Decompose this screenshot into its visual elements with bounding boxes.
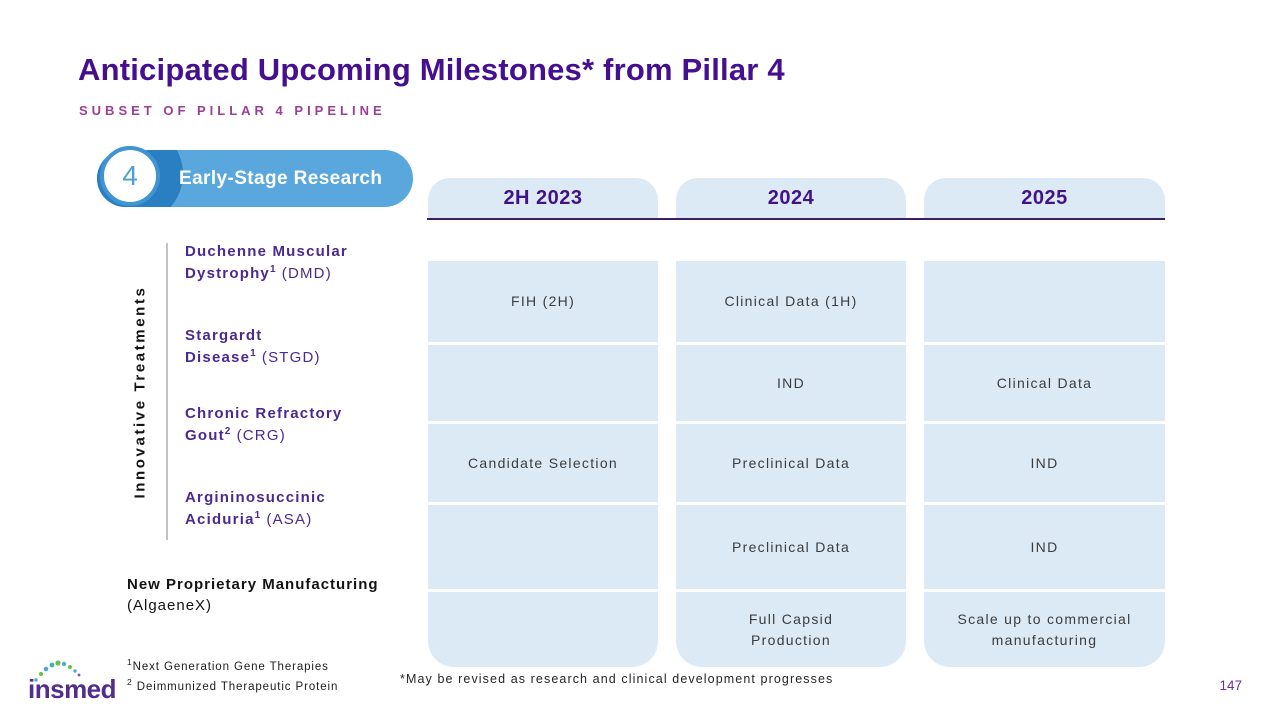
column-header: 2H 2023 <box>428 178 658 218</box>
header-rule <box>427 218 1165 220</box>
insmed-logo: insmed <box>26 656 122 709</box>
table-cell: Preclinical Data <box>676 424 906 502</box>
table-cell: Candidate Selection <box>428 424 658 502</box>
column-2024: 2024 Clinical Data (1H) IND Preclinical … <box>676 178 906 667</box>
pillar-number-circle: 4 <box>100 146 160 206</box>
row-label-crg: Chronic Refractory Gout2 (CRG) <box>185 404 397 446</box>
footnote-marker: 1 <box>254 509 262 521</box>
category-divider-line <box>166 243 168 540</box>
row-name: Stargardt Disease <box>185 327 263 366</box>
pillar-badge: Early-Stage Research 4 <box>97 146 413 208</box>
table-cell: IND <box>676 345 906 421</box>
table-cell: FIH (2H) <box>428 261 658 342</box>
row-abbr: (CRG) <box>236 426 286 444</box>
page-subtitle: SUBSET OF PILLAR 4 PIPELINE <box>79 103 386 118</box>
table-cell <box>428 505 658 589</box>
row-label-stgd: Stargardt Disease1 (STGD) <box>185 326 397 368</box>
table-cell <box>924 261 1165 342</box>
row-abbr: (AlgaeneX) <box>127 597 213 614</box>
footnote-2: 2 Deimmunized Therapeutic Protein <box>127 676 338 696</box>
footnote-sup: 2 <box>127 677 133 688</box>
row-label-dmd: Duchenne Muscular Dystrophy1 (DMD) <box>185 242 397 284</box>
footnote-text: Next Generation Gene Therapies <box>132 660 329 673</box>
table-cell: Clinical Data <box>924 345 1165 421</box>
row-abbr: (STGD) <box>261 348 321 366</box>
page-title: Anticipated Upcoming Milestones* from Pi… <box>78 52 785 87</box>
table-cell: Scale up to commercial manufacturing <box>924 592 1165 667</box>
footnotes: 1Next Generation Gene Therapies 2 Deimmu… <box>127 656 338 696</box>
column-2025: 2025 Clinical Data IND IND Scale up to c… <box>924 178 1165 667</box>
column-2h-2023: 2H 2023 FIH (2H) Candidate Selection <box>428 178 658 667</box>
footnote-text: Deimmunized Therapeutic Protein <box>132 680 339 693</box>
row-label-manufacturing: New Proprietary Manufacturing (AlgaeneX) <box>127 574 437 616</box>
footnote-marker: 1 <box>269 263 277 275</box>
table-cell: Preclinical Data <box>676 505 906 589</box>
logo-wordmark: insmed <box>28 674 116 704</box>
table-cell: Clinical Data (1H) <box>676 261 906 342</box>
footnote-1: 1Next Generation Gene Therapies <box>127 656 338 676</box>
pillar-number: 4 <box>122 160 138 191</box>
table-cell: IND <box>924 505 1165 589</box>
column-header: 2025 <box>924 178 1165 218</box>
footnote-marker: 2 <box>224 425 232 437</box>
row-label-asa: Argininosuccinic Aciduria1 (ASA) <box>185 488 397 530</box>
row-abbr: (DMD) <box>281 264 332 282</box>
footnote-sup: 1 <box>127 657 133 667</box>
row-name: New Proprietary Manufacturing <box>127 576 379 593</box>
asterisk-note: *May be revised as research and clinical… <box>400 672 834 686</box>
column-header: 2024 <box>676 178 906 218</box>
table-cell <box>428 592 658 667</box>
table-cell: IND <box>924 424 1165 502</box>
table-cell: Full Capsid Production <box>676 592 906 667</box>
row-name: Chronic Refractory Gout <box>185 405 343 444</box>
badge-label: Early-Stage Research <box>179 168 383 189</box>
row-name: Argininosuccinic Aciduria <box>185 489 326 528</box>
row-name: Duchenne Muscular Dystrophy <box>185 243 348 282</box>
insmed-logo-graphic: insmed <box>28 660 117 704</box>
innovative-treatments-label: Innovative Treatments <box>131 285 149 499</box>
row-abbr: (ASA) <box>266 510 313 528</box>
page-number: 147 <box>1219 678 1242 693</box>
table-cell <box>428 345 658 421</box>
footnote-marker: 1 <box>250 347 257 359</box>
